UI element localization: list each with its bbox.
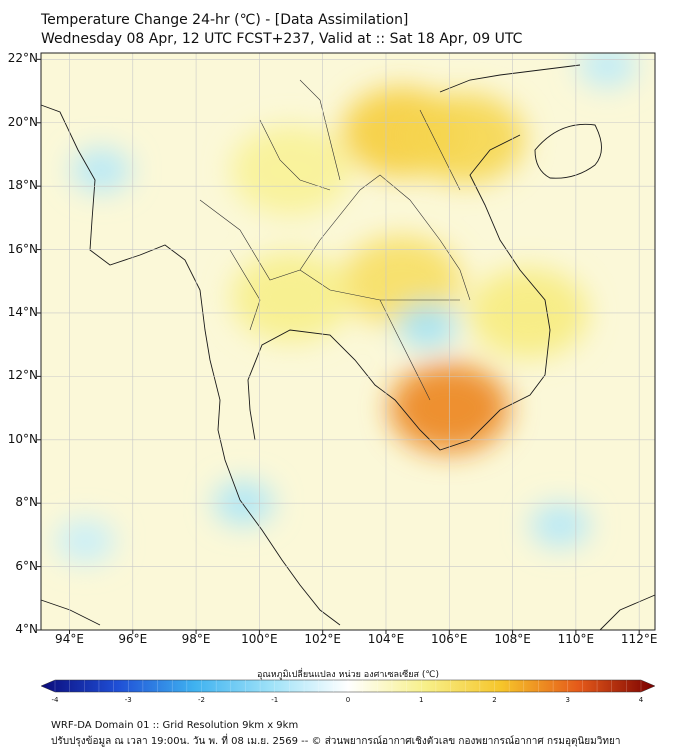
colorbar-tick-label: -1 (271, 696, 279, 704)
lon-label: 112°E (620, 632, 658, 646)
lat-label: 10°N (7, 431, 38, 446)
colorbar-tick-label: 0 (345, 696, 351, 704)
lon-label: 110°E (557, 632, 595, 646)
sumatra-outline (40, 599, 101, 626)
anomaly-north-thailand (231, 125, 352, 216)
lon-label: 94°E (55, 632, 84, 646)
lon-label: 104°E (367, 632, 405, 646)
colorbar-bar (40, 679, 656, 693)
anomaly-south-china-sea (530, 503, 591, 548)
colorbar-tick-label: -2 (198, 696, 205, 704)
hainan-outline (534, 123, 602, 179)
anomaly-central-thailand (231, 252, 352, 343)
footer-model-info: WRF-DA Domain 01 :: Grid Resolution 9km … (51, 720, 299, 731)
borneo-outline (599, 594, 656, 631)
mainland-coastline (40, 104, 341, 626)
lon-label: 96°E (118, 632, 148, 646)
lon-label: 108°E (494, 632, 531, 646)
chart-title: Temperature Change 24-hr (℃) - [Data Ass… (41, 12, 409, 28)
colorbar-tick-label: 1 (419, 696, 424, 704)
lon-label: 106°E (431, 632, 468, 646)
colorbar-tick-label: 4 (638, 696, 644, 704)
lat-label: 16°N (7, 241, 38, 256)
lat-label: 14°N (7, 304, 38, 319)
lon-label: 102°E (304, 632, 341, 646)
colorbar-tick-label: -3 (124, 696, 132, 704)
lat-label: 6°N (15, 558, 38, 573)
colorbar-tick-label: -4 (51, 696, 59, 704)
country-borders (199, 79, 471, 401)
chart-subtitle: Wednesday 08 Apr, 12 UTC FCST+237, Valid… (41, 31, 523, 47)
colorbar-tick-label: 2 (492, 696, 497, 704)
footer-credit: ปรับปรุงข้อมูล ณ เวลา 19:00น. วัน พ. ที่… (51, 736, 621, 747)
lon-label: 98°E (181, 632, 211, 646)
anomaly-gulf-tonkin (405, 93, 526, 184)
lon-label: 100°E (241, 632, 278, 646)
anomaly-ne-thailand (341, 236, 462, 327)
anomaly-hainan-ne (577, 53, 638, 88)
anomaly-tonle-sap (397, 303, 458, 348)
lat-label: 22°N (7, 51, 38, 66)
lat-label: 8°N (15, 495, 38, 510)
temperature-field (41, 53, 655, 630)
lat-label: 12°N (7, 368, 38, 383)
anomaly-andaman-north (71, 148, 132, 193)
north-coast (439, 64, 581, 93)
axis-ticks (37, 58, 640, 634)
lat-label: 20°N (7, 114, 38, 129)
colorbar (40, 679, 656, 693)
colorbar-label: อุณหภูมิเปลี่ยนแปลง หน่วย องศาเซลเซียส (… (256, 670, 440, 680)
lat-label: 4°N (15, 622, 38, 636)
map-frame (40, 52, 656, 631)
lat-label: 18°N (7, 178, 38, 193)
colorbar-tick-label: 3 (565, 696, 570, 704)
anomaly-andaman-south (55, 519, 116, 564)
